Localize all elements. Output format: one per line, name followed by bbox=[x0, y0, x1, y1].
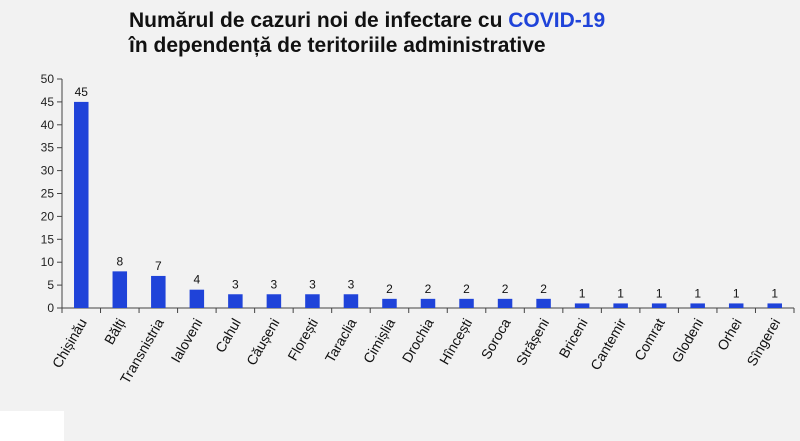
data-label: 1 bbox=[771, 286, 778, 300]
category-label: Cantemir bbox=[587, 315, 629, 372]
category-label: Căușeni bbox=[243, 316, 283, 368]
data-label: 45 bbox=[75, 85, 89, 99]
category-label: Cimișlia bbox=[360, 315, 398, 366]
bar bbox=[728, 303, 744, 308]
category-label: Soroca bbox=[478, 315, 514, 362]
category-label: Ialoveni bbox=[167, 316, 205, 366]
data-label: 1 bbox=[656, 286, 663, 300]
category-label: Orhei bbox=[714, 316, 745, 354]
category-label: Cahul bbox=[212, 316, 244, 356]
data-label: 3 bbox=[309, 277, 316, 291]
y-tick-label: 5 bbox=[47, 278, 54, 292]
y-tick-label: 25 bbox=[41, 187, 55, 201]
data-label: 3 bbox=[348, 277, 355, 291]
category-label: Sîngerei bbox=[743, 316, 783, 369]
data-label: 1 bbox=[617, 286, 624, 300]
data-label: 3 bbox=[232, 277, 239, 291]
bar bbox=[305, 294, 320, 308]
data-label: 2 bbox=[463, 282, 470, 296]
y-tick-label: 20 bbox=[41, 209, 55, 223]
y-tick-label: 50 bbox=[41, 72, 55, 86]
data-label: 2 bbox=[502, 282, 509, 296]
data-label: 7 bbox=[155, 259, 162, 273]
bar bbox=[228, 294, 243, 308]
y-tick-label: 45 bbox=[41, 95, 55, 109]
y-tick-label: 30 bbox=[41, 164, 55, 178]
category-label: Taraclia bbox=[322, 315, 360, 365]
bar bbox=[574, 303, 590, 308]
title-accent: COVID-19 bbox=[508, 9, 606, 32]
chart-title: Numărul de cazuri noi de infectare cu CO… bbox=[129, 8, 605, 58]
data-label: 2 bbox=[540, 282, 547, 296]
axes: 0 5 10 15 20 25 30 35 40 45 50 bbox=[41, 72, 795, 315]
data-label: 1 bbox=[694, 286, 701, 300]
bar bbox=[651, 303, 667, 308]
data-label: 4 bbox=[193, 273, 200, 287]
bar bbox=[382, 298, 397, 308]
bar bbox=[690, 303, 705, 308]
title-line-2: în dependență de teritoriile administrat… bbox=[129, 34, 546, 57]
data-label: 1 bbox=[579, 286, 586, 300]
corner-block bbox=[0, 411, 64, 441]
bar bbox=[266, 294, 282, 308]
data-label: 3 bbox=[271, 277, 278, 291]
bars bbox=[74, 101, 782, 309]
bar bbox=[767, 303, 782, 308]
y-tick-label: 35 bbox=[41, 141, 55, 155]
bar bbox=[151, 275, 166, 308]
data-label: 8 bbox=[116, 254, 123, 268]
bar bbox=[343, 294, 359, 308]
data-label: 2 bbox=[386, 282, 393, 296]
bar bbox=[613, 303, 628, 308]
y-tick-label: 40 bbox=[41, 118, 55, 132]
category-label: Hîncești bbox=[436, 316, 475, 368]
y-tick-label: 0 bbox=[47, 301, 54, 315]
bar bbox=[189, 289, 205, 308]
category-label: Briceni bbox=[555, 316, 590, 361]
category-label: Comrat bbox=[631, 315, 668, 363]
category-label: Chișinău bbox=[49, 316, 90, 371]
bar bbox=[536, 298, 551, 308]
category-label: Glodeni bbox=[668, 316, 706, 366]
category-label: Bălți bbox=[101, 316, 128, 348]
bar bbox=[459, 298, 474, 308]
data-label: 1 bbox=[733, 286, 740, 300]
title-text: Numărul de cazuri noi de infectare cu bbox=[129, 9, 509, 32]
bar bbox=[74, 101, 89, 309]
bar bbox=[497, 298, 513, 308]
data-labels: 45 8 7 4 3 3 3 3 2 2 2 2 2 1 1 1 1 1 1 bbox=[75, 85, 779, 301]
bar bbox=[112, 271, 128, 308]
title-line-1: Numărul de cazuri noi de infectare cu CO… bbox=[129, 8, 605, 33]
y-tick-label: 15 bbox=[41, 232, 55, 246]
y-tick-label: 10 bbox=[41, 255, 55, 269]
bar bbox=[420, 298, 436, 308]
data-label: 2 bbox=[425, 282, 432, 296]
category-label: Drochia bbox=[399, 315, 437, 365]
category-label: Florești bbox=[284, 316, 321, 364]
category-label: Strășeni bbox=[513, 316, 553, 368]
